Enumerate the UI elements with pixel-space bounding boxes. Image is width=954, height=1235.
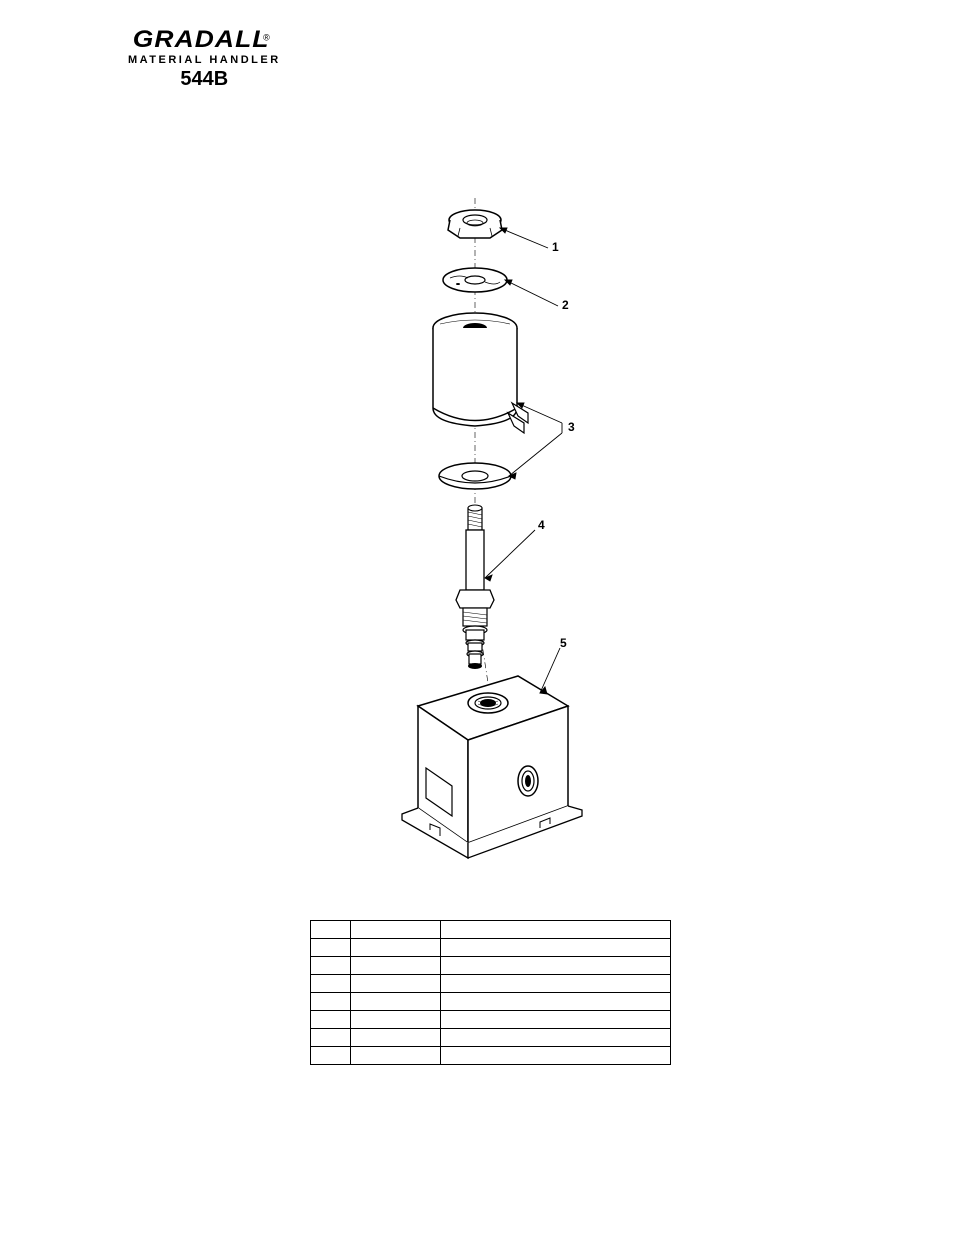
header-desc: [441, 921, 671, 939]
header-item: [311, 921, 351, 939]
table-body: [311, 939, 671, 1065]
callout-2: 2: [562, 298, 569, 312]
part-coil: [433, 313, 528, 433]
table-header-row: [311, 921, 671, 939]
brand-subtitle: MATERIAL HANDLER: [128, 54, 281, 66]
header-part: [351, 921, 441, 939]
callout-4: 4: [538, 518, 545, 532]
table-row: [311, 1029, 671, 1047]
exploded-diagram: 1 2 3 4 5: [390, 198, 620, 863]
part-nut: [448, 210, 502, 238]
brand-logo: GRADALL® MATERIAL HANDLER 544B: [128, 28, 281, 91]
table-row: [311, 1047, 671, 1065]
parts-table: [310, 920, 671, 1065]
part-washer-lower: [439, 463, 511, 489]
table-row: [311, 957, 671, 975]
callout-5: 5: [560, 636, 567, 650]
part-manifold: [402, 676, 582, 858]
callout-1: 1: [552, 240, 559, 254]
table-row: [311, 975, 671, 993]
brand-name: GRADALL: [133, 28, 270, 52]
table-row: [311, 993, 671, 1011]
part-cartridge: [456, 505, 494, 669]
table-row: [311, 1011, 671, 1029]
brand-model: 544B: [128, 68, 281, 91]
table-row: [311, 939, 671, 957]
callout-3: 3: [568, 420, 575, 434]
part-nameplate: [443, 268, 507, 292]
